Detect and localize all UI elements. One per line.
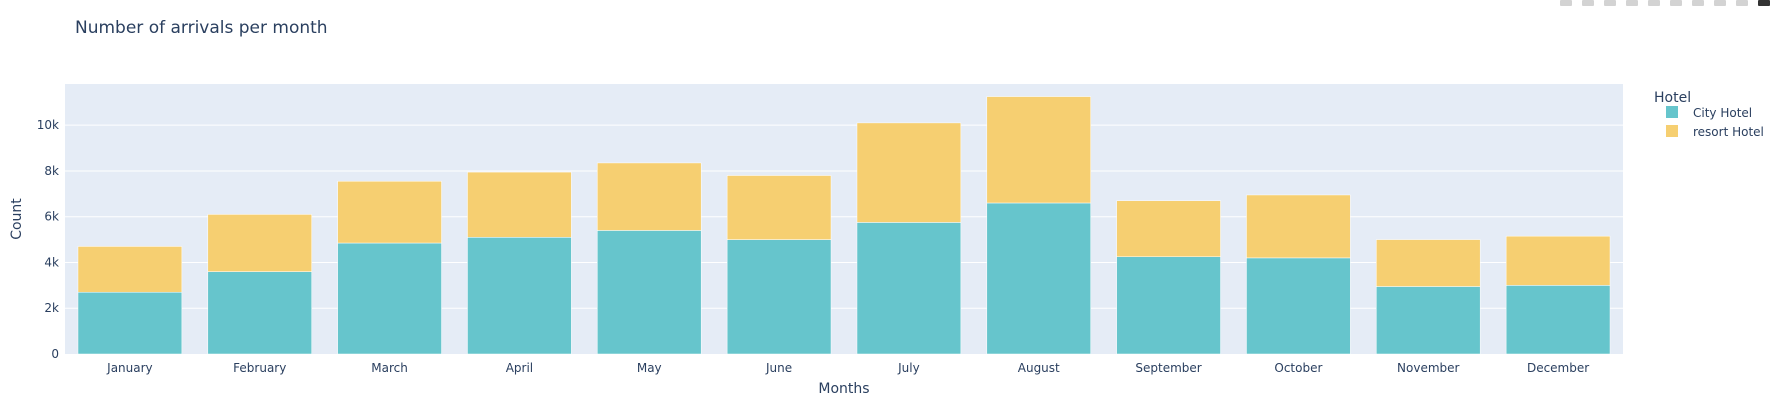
legend-label: City Hotel <box>1693 106 1752 120</box>
x-tick-label: August <box>1018 361 1060 375</box>
camera-icon[interactable] <box>1560 0 1572 6</box>
x-tick-label: March <box>371 361 408 375</box>
lasso-icon[interactable] <box>1648 0 1660 6</box>
legend: Hotel City Hotel resort Hotel <box>1654 90 1764 139</box>
zoom-in-icon[interactable] <box>1670 0 1682 6</box>
zoom-icon[interactable] <box>1582 0 1594 6</box>
legend-swatch <box>1666 106 1678 118</box>
bar-resort-hotel-november[interactable] <box>1376 239 1481 287</box>
bar-resort-hotel-october[interactable] <box>1246 194 1351 259</box>
x-tick-label: June <box>765 361 792 375</box>
bar-city-hotel-may[interactable] <box>597 230 702 355</box>
legend-item[interactable]: City Hotel <box>1666 106 1752 120</box>
bar-resort-hotel-january[interactable] <box>77 246 183 293</box>
x-tick-label: November <box>1397 361 1459 375</box>
y-axis-title: Count <box>9 198 25 240</box>
bar-resort-hotel-march[interactable] <box>337 180 442 244</box>
bar-city-hotel-september[interactable] <box>1116 256 1221 355</box>
bar-city-hotel-august[interactable] <box>986 202 1091 355</box>
bar-resort-hotel-july[interactable] <box>856 122 962 223</box>
bar-city-hotel-june[interactable] <box>726 239 832 355</box>
bar-resort-hotel-august[interactable] <box>986 96 1091 204</box>
bar-resort-hotel-february[interactable] <box>207 214 312 272</box>
bar-resort-hotel-april[interactable] <box>467 171 572 238</box>
x-tick-label: February <box>233 361 286 375</box>
bars <box>77 96 1611 355</box>
bar-city-hotel-july[interactable] <box>856 222 962 355</box>
bar-city-hotel-february[interactable] <box>207 271 312 355</box>
bar-city-hotel-october[interactable] <box>1246 257 1351 355</box>
bar-city-hotel-december[interactable] <box>1505 285 1611 355</box>
x-axis-title: Months <box>818 381 869 397</box>
bar-city-hotel-march[interactable] <box>337 242 442 355</box>
grid-lines <box>65 124 1623 309</box>
legend-item[interactable]: resort Hotel <box>1666 125 1764 139</box>
legend-swatch <box>1666 125 1678 137</box>
bar-resort-hotel-june[interactable] <box>726 175 832 240</box>
x-tick-label: July <box>897 361 920 375</box>
bar-resort-hotel-may[interactable] <box>597 162 702 231</box>
x-tick-label: May <box>637 361 662 375</box>
x-tick-label: January <box>106 361 153 375</box>
y-tick-label: 10k <box>37 118 59 132</box>
legend-items: City Hotel resort Hotel <box>1666 106 1764 139</box>
x-tick-label: December <box>1527 361 1589 375</box>
x-axis-ticks: January February March April May June July Augu… <box>106 361 1589 375</box>
bar-city-hotel-november[interactable] <box>1376 286 1481 355</box>
y-tick-label: 4k <box>44 255 59 269</box>
y-tick-label: 2k <box>44 301 59 315</box>
box-select-icon[interactable] <box>1626 0 1638 6</box>
bar-resort-hotel-december[interactable] <box>1505 235 1611 286</box>
chart-title: Number of arrivals per month <box>75 18 328 38</box>
x-tick-label: April <box>506 361 533 375</box>
plotly-logo-icon[interactable] <box>1758 0 1770 6</box>
y-axis-ticks: 0 2k 4k 6k 8k 10k <box>37 118 59 361</box>
legend-title: Hotel <box>1654 90 1691 106</box>
zoom-out-icon[interactable] <box>1692 0 1704 6</box>
y-tick-label: 6k <box>44 210 59 224</box>
legend-label: resort Hotel <box>1693 125 1764 139</box>
bar-city-hotel-april[interactable] <box>467 237 572 355</box>
autoscale-icon[interactable] <box>1714 0 1726 6</box>
modebar <box>1560 0 1774 10</box>
y-tick-label: 8k <box>44 164 59 178</box>
x-tick-label: September <box>1135 361 1201 375</box>
y-tick-label: 0 <box>51 347 59 361</box>
bar-city-hotel-january[interactable] <box>77 291 183 355</box>
x-tick-label: October <box>1274 361 1322 375</box>
pan-icon[interactable] <box>1604 0 1616 6</box>
plot-background <box>65 84 1623 354</box>
bar-resort-hotel-september[interactable] <box>1116 200 1221 258</box>
reset-axes-icon[interactable] <box>1736 0 1748 6</box>
